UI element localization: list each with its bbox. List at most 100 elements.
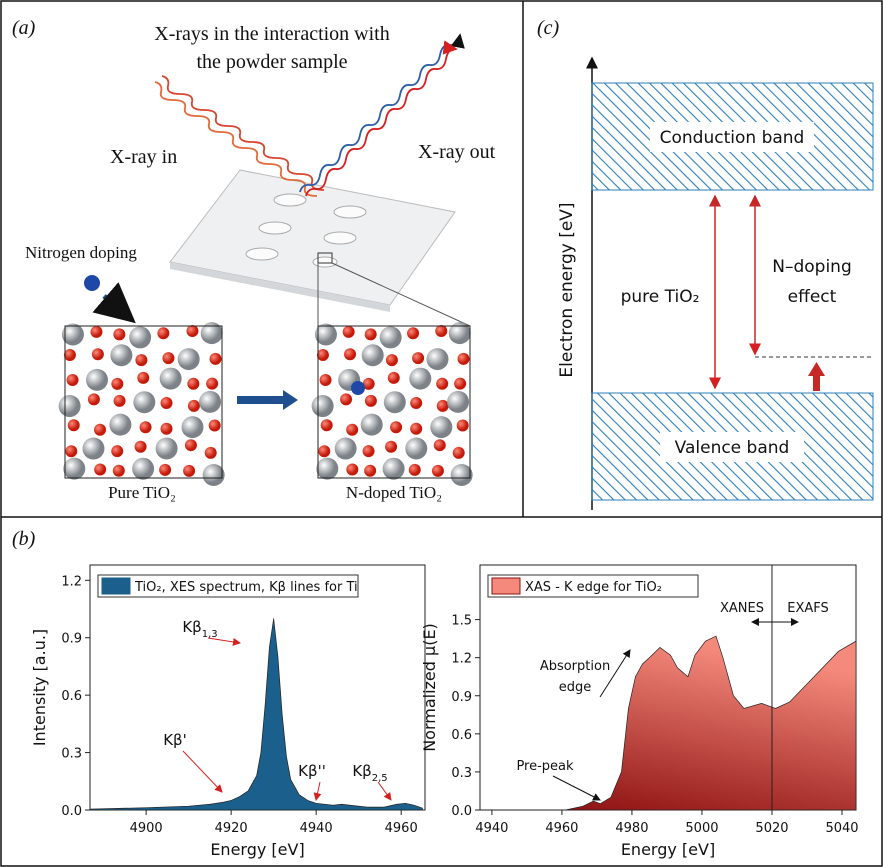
atom: [388, 372, 400, 384]
shift-arrow-head: [808, 362, 825, 376]
doped-label: N-doped TiO₂: [346, 483, 442, 502]
annotation-arrow: [553, 776, 600, 800]
atom: [135, 354, 147, 366]
atom: [90, 326, 102, 338]
atom: [346, 424, 358, 436]
annotation-label: XANES: [720, 601, 764, 616]
effect-label: effect: [788, 287, 837, 307]
atom: [385, 441, 397, 453]
atom: [410, 397, 422, 409]
atom: [63, 458, 85, 480]
atom: [111, 445, 123, 457]
nitrogen-atom: [351, 381, 365, 395]
atom: [68, 419, 80, 431]
annotation-label: Kβ': [163, 731, 187, 749]
atom: [457, 420, 469, 432]
annotation: Kβ'': [298, 762, 326, 780]
atom: [430, 416, 452, 438]
atom: [88, 393, 100, 405]
axis-label: Electron energy [eV]: [557, 202, 577, 377]
x-tick-label: 5000: [685, 821, 718, 836]
atom: [183, 465, 195, 477]
atom: [437, 400, 449, 412]
xray-in: X-ray in: [110, 146, 177, 168]
doping-label: Nitrogen doping: [25, 243, 137, 262]
atom: [405, 438, 427, 460]
atom: [209, 353, 221, 365]
y-tick-label: 1.2: [61, 574, 82, 589]
annotation-label: Absorption: [540, 659, 610, 674]
y-tick-label: 0.6: [61, 689, 82, 704]
x-tick-label: 4960: [545, 821, 578, 836]
annotation: Pre-peak: [516, 759, 574, 774]
annotation-arrow: [316, 782, 320, 800]
legend-swatch: [102, 578, 130, 594]
panel-label: (b): [12, 528, 36, 550]
y-tick-label: 1.2: [451, 652, 472, 667]
atom: [451, 464, 473, 486]
atom: [453, 447, 465, 459]
atom: [185, 439, 197, 451]
atom: [181, 416, 203, 438]
effect-label: N–doping: [772, 257, 852, 277]
conduction-label: Conduction band: [660, 128, 805, 148]
atom: [363, 445, 375, 457]
atom: [386, 354, 398, 366]
atom: [132, 458, 154, 480]
atom: [67, 374, 79, 386]
atom: [205, 447, 217, 459]
annotation: Kβ': [163, 731, 187, 749]
atom: [384, 391, 406, 413]
y-tick-label: 0.3: [451, 766, 472, 781]
atom: [364, 465, 376, 477]
atom: [426, 348, 448, 370]
atom: [186, 325, 198, 337]
atom: [94, 464, 106, 476]
x-tick-label: 4980: [615, 821, 648, 836]
atom: [133, 391, 155, 413]
atom: [161, 397, 173, 409]
atom: [113, 328, 125, 340]
atom: [365, 395, 377, 407]
atom: [203, 464, 225, 486]
y-tick-label: 0.3: [61, 747, 82, 762]
atom: [114, 395, 126, 407]
pure-label: Pure TiO₂: [108, 483, 176, 502]
legend-label: TiO₂, XES spectrum, Kβ lines for Ti: [134, 580, 358, 595]
legend-swatch: [492, 578, 520, 594]
atom: [59, 395, 81, 417]
panel-label: (a): [12, 17, 36, 39]
x-tick-label: 5040: [825, 821, 858, 836]
atom: [362, 344, 384, 366]
annotation-label: Kβ: [182, 618, 201, 636]
atom: [161, 423, 173, 435]
y-tick-label: 0.9: [61, 632, 82, 647]
annotation-label: Pre-peak: [516, 759, 574, 774]
atom: [432, 465, 444, 477]
atom: [129, 326, 151, 348]
atom: [449, 322, 471, 344]
atom: [109, 414, 131, 436]
process-arrow-head: [283, 390, 298, 410]
annotation-arrow: [378, 782, 391, 800]
x-tick-label: 4920: [215, 821, 248, 836]
annotation-label: EXAFS: [787, 601, 829, 616]
atom: [412, 352, 424, 364]
atom: [340, 393, 352, 405]
panel-a: (a) X-rays in the interaction with the p…: [12, 17, 496, 502]
annotation-label: Kβ: [352, 762, 371, 780]
panel-c: (c) Conduction band Valence band Electro…: [537, 17, 873, 510]
atom: [64, 349, 76, 361]
atom: [343, 326, 355, 338]
annotation: Absorption: [540, 659, 610, 674]
annotation: EXAFS: [787, 601, 829, 616]
x-tick-label: 4960: [385, 821, 418, 836]
y-tick-label: 1.5: [451, 614, 472, 629]
atom: [409, 368, 431, 390]
shift-arrow: [813, 375, 820, 391]
atom: [86, 369, 108, 391]
atom: [156, 438, 178, 460]
atom: [383, 458, 405, 480]
atom: [435, 325, 447, 337]
lattice-doped: [312, 322, 473, 486]
